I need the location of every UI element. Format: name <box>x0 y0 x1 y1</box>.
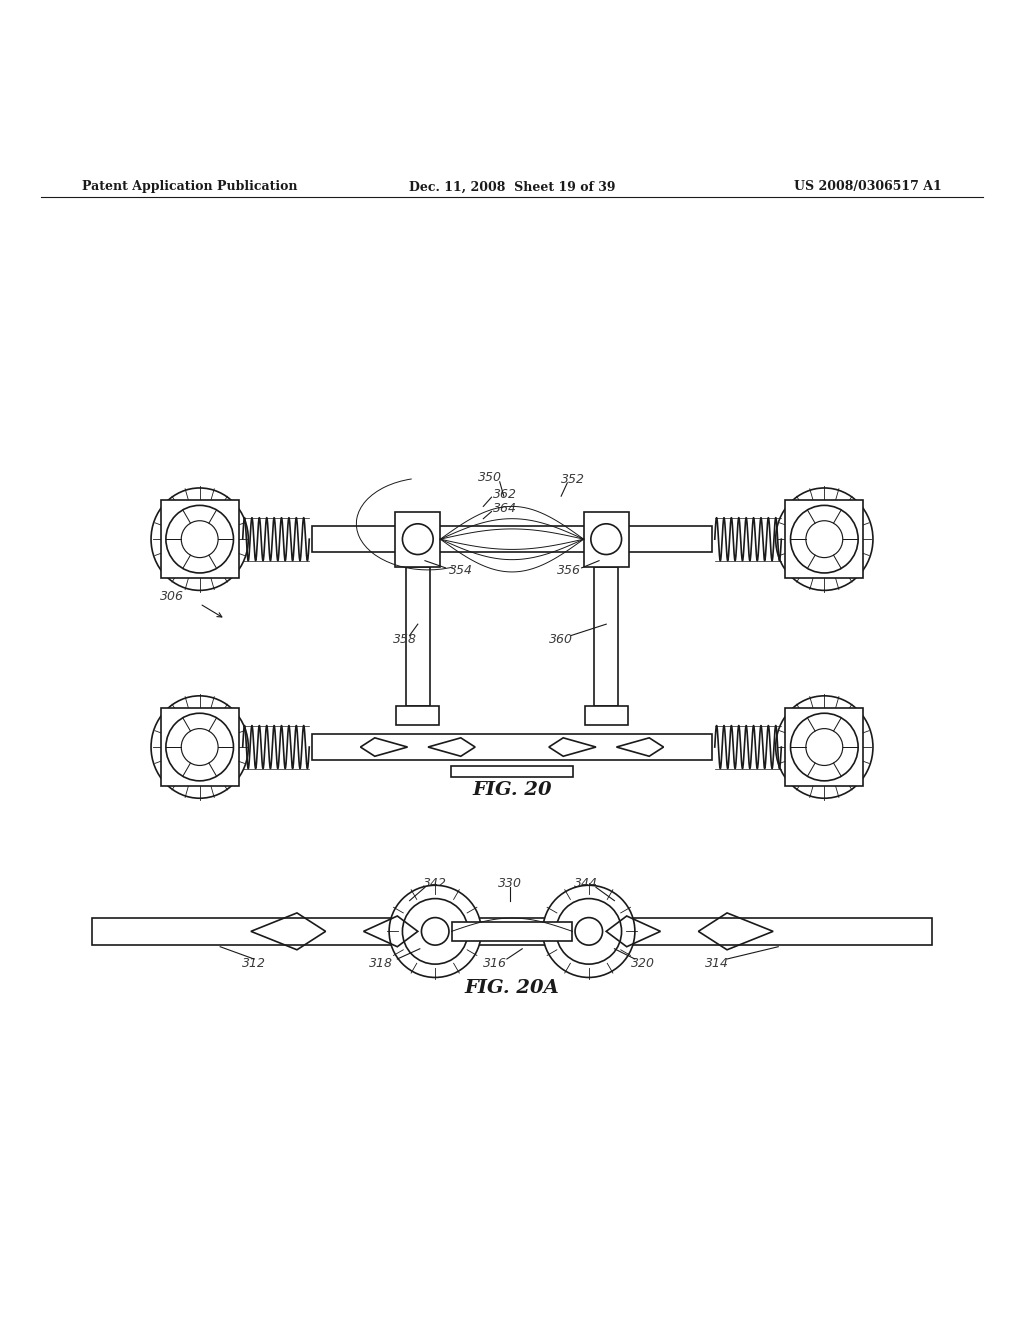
Text: 312: 312 <box>242 957 266 970</box>
Text: 318: 318 <box>369 957 393 970</box>
Bar <box>161 500 239 578</box>
Text: 360: 360 <box>549 634 573 645</box>
Text: 316: 316 <box>482 957 507 970</box>
Bar <box>92 917 932 945</box>
Circle shape <box>389 886 481 977</box>
Bar <box>584 512 629 566</box>
Bar <box>312 525 712 553</box>
Text: 344: 344 <box>573 876 598 890</box>
Text: 362: 362 <box>493 487 517 500</box>
Text: 342: 342 <box>423 876 447 890</box>
Bar <box>161 708 239 785</box>
Text: 356: 356 <box>557 565 582 577</box>
Ellipse shape <box>776 696 872 799</box>
Ellipse shape <box>776 488 872 590</box>
Bar <box>451 767 573 776</box>
Bar <box>396 706 439 725</box>
Circle shape <box>543 886 635 977</box>
Bar <box>395 512 440 566</box>
Text: 350: 350 <box>477 471 502 484</box>
Text: 330: 330 <box>498 876 522 890</box>
Text: 358: 358 <box>392 634 417 645</box>
Bar <box>312 734 712 760</box>
Text: Patent Application Publication: Patent Application Publication <box>82 181 297 194</box>
Text: FIG. 20: FIG. 20 <box>472 781 552 799</box>
Text: 354: 354 <box>449 565 473 577</box>
Text: 306: 306 <box>160 590 184 603</box>
Text: Dec. 11, 2008  Sheet 19 of 39: Dec. 11, 2008 Sheet 19 of 39 <box>409 181 615 194</box>
Bar <box>594 566 618 706</box>
Bar <box>585 706 628 725</box>
Bar <box>406 566 430 706</box>
Bar <box>785 708 863 785</box>
Ellipse shape <box>152 488 248 590</box>
Text: 314: 314 <box>705 957 729 970</box>
Bar <box>785 500 863 578</box>
Text: 320: 320 <box>631 957 655 970</box>
Text: FIG. 20A: FIG. 20A <box>465 978 559 997</box>
Ellipse shape <box>152 696 248 799</box>
Text: US 2008/0306517 A1: US 2008/0306517 A1 <box>795 181 942 194</box>
Text: 364: 364 <box>493 502 517 515</box>
Text: 352: 352 <box>561 474 586 486</box>
Bar <box>452 923 572 941</box>
